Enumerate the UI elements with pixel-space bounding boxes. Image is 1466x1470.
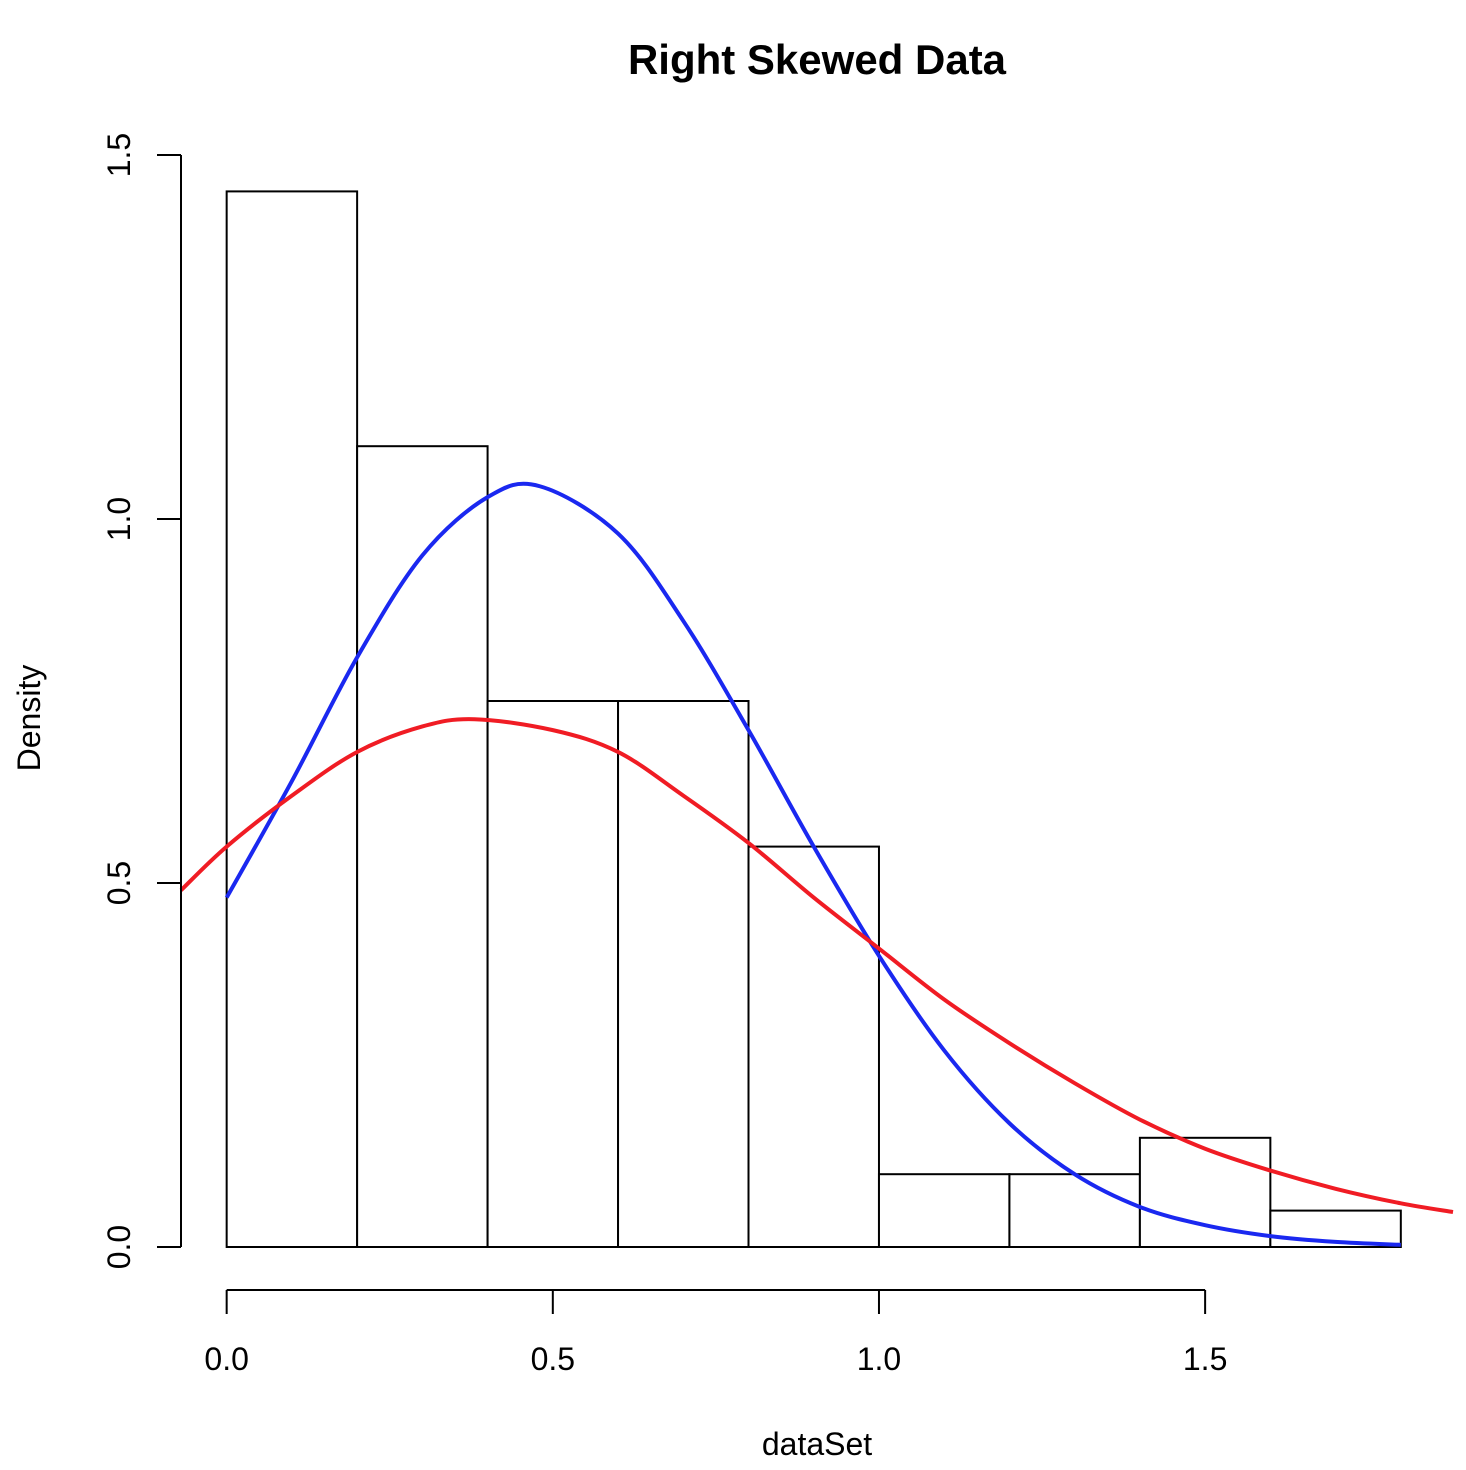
density-curve-0	[224, 481, 1401, 1247]
histogram-bar-2	[486, 700, 620, 1248]
density-curves	[179, 481, 1454, 1247]
y-tick-label-3: 1.5	[101, 133, 137, 177]
x-tick-label-3: 1.5	[1183, 1341, 1227, 1377]
histogram-bar-3	[617, 700, 750, 1248]
y-tick-label-1: 0.5	[101, 861, 137, 905]
x-tick-label-2: 1.0	[857, 1341, 901, 1377]
histogram-bar-7	[1138, 1136, 1272, 1249]
histogram-bars	[225, 190, 1402, 1249]
y-axis-label: Density	[11, 665, 47, 772]
chart-title: Right Skewed Data	[628, 36, 1007, 83]
x-axis-label: dataSet	[762, 1426, 872, 1462]
histogram-bar-5	[877, 1173, 1011, 1248]
x-tick-label-0: 0.0	[204, 1341, 248, 1377]
x-axis: 0.0 0.5 1.0 1.5	[204, 1289, 1227, 1377]
histogram-bar-1	[356, 445, 489, 1248]
y-tick-label-0: 0.0	[101, 1225, 137, 1269]
y-tick-label-2: 1.0	[101, 497, 137, 541]
histogram-bar-6	[1008, 1173, 1141, 1248]
y-axis: 0.0 0.5 1.0 1.5	[101, 133, 182, 1269]
histogram-bar-0	[225, 190, 359, 1248]
density-curve-1	[179, 717, 1454, 1215]
histogram-bar-4	[747, 845, 880, 1248]
x-tick-label-1: 0.5	[531, 1341, 575, 1377]
